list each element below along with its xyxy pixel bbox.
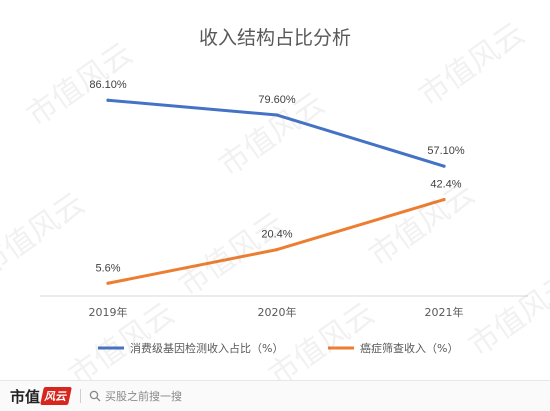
chart-svg: 收入结构占比分析 2019年 2020年 2021年 86.10% 79.60% 57.1…: [40, 27, 528, 355]
brand-mark: 风云: [40, 387, 72, 405]
data-label: 5.6%: [95, 262, 120, 274]
data-point: [275, 248, 279, 252]
data-label: 20.4%: [261, 229, 292, 241]
data-point: [106, 281, 110, 285]
search-icon: [89, 390, 101, 402]
legend-label: 癌症筛查收入（%）: [360, 341, 458, 355]
footer-bar: 市值 风云 买股之前搜一搜: [0, 380, 550, 411]
brand-text: 市值: [10, 387, 41, 406]
chart-frame: 收入结构占比分析 2019年 2020年 2021年 86.10% 79.60% 57.1…: [40, 27, 528, 355]
plot-layer: 2019年 2020年 2021年 86.10% 79.60% 57.10% 5.6% 20.…: [89, 79, 465, 319]
data-point: [106, 98, 110, 102]
data-point: [442, 164, 446, 168]
brand-logo[interactable]: 市值 风云: [10, 386, 72, 407]
series-line-2: [106, 198, 446, 285]
data-label: 57.10%: [427, 145, 465, 157]
legend: 消费级基因检测收入占比（%） 癌症筛查收入（%）: [98, 341, 458, 355]
data-point: [275, 113, 279, 117]
data-label: 79.60%: [258, 94, 296, 106]
chart-title: 收入结构占比分析: [199, 27, 351, 49]
x-tick-label: 2019年: [89, 305, 128, 319]
search-prompt[interactable]: 买股之前搜一搜: [89, 388, 182, 404]
x-tick-label: 2020年: [258, 305, 297, 319]
data-point: [442, 197, 446, 202]
footer-divider: [80, 389, 82, 403]
search-text: 买股之前搜一搜: [105, 390, 183, 403]
data-label: 86.10%: [89, 79, 127, 91]
data-label: 42.4%: [430, 179, 461, 191]
legend-label: 消费级基因检测收入占比（%）: [130, 341, 283, 355]
series-line-1: [106, 98, 446, 168]
x-tick-label: 2021年: [425, 305, 464, 319]
